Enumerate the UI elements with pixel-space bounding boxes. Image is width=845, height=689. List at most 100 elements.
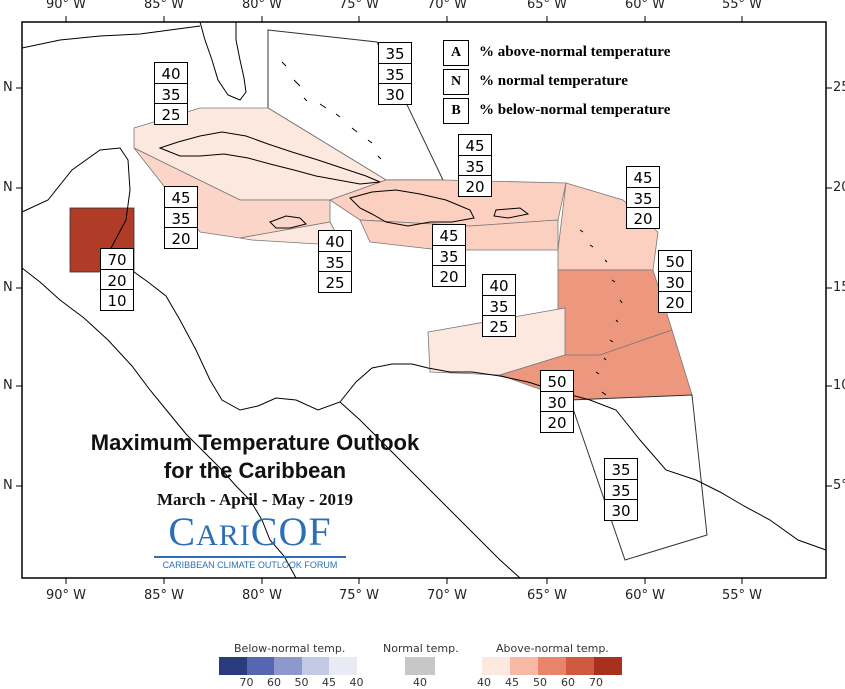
coast-lesser-antilles (579, 229, 623, 396)
prob-below: 25 (318, 271, 352, 294)
prob-above: 35 (604, 458, 638, 481)
legend-below-swatch (329, 657, 357, 675)
coast-hispaniola (349, 189, 475, 227)
coast-gulf (21, 25, 201, 49)
lon-label: 85° W (143, 0, 185, 12)
key-letter: A (443, 40, 469, 66)
coast-bahamas (281, 61, 382, 160)
zone-windward-probabilities: 50 30 20 (658, 250, 692, 314)
legend-above-label: Above-normal temp. (496, 642, 609, 655)
lat-label: N (3, 280, 13, 295)
logo-letters: COF (250, 509, 332, 554)
legend-below-label: Below-normal temp. (234, 642, 346, 655)
zone-hispaniola-pr-probabilities: 45 35 20 (458, 134, 492, 198)
lon-ticks (16, 16, 832, 584)
coast-yucatan (21, 147, 827, 551)
prob-above: 35 (378, 42, 412, 65)
coast-cuba (158, 131, 381, 185)
prob-below: 20 (458, 175, 492, 198)
prob-below: 20 (164, 227, 198, 250)
prob-normal: 35 (458, 154, 492, 177)
legend-below-swatch (219, 657, 247, 675)
legend-below-tick: 60 (267, 676, 281, 689)
prob-above: 70 (100, 248, 134, 271)
prob-normal: 35 (154, 82, 188, 105)
zone-bahamas-probabilities: 35 35 30 (378, 42, 412, 106)
lon-label: 65° W (526, 0, 568, 12)
caricof-logo: CARICOF CARIBBEAN CLIMATE OUTLOOK FORUM (150, 512, 350, 570)
zone-jamaica-south-probabilities: 40 35 25 (318, 230, 352, 294)
lon-label: 55° W (721, 588, 763, 603)
legend-above-swatch (594, 657, 622, 675)
prob-normal: 20 (100, 268, 134, 291)
key-text: % below-normal temperature (479, 102, 671, 118)
coastlines (21, 21, 827, 579)
lon-label: 85° W (143, 588, 185, 603)
lat-label: N (3, 180, 13, 195)
prob-below: 30 (378, 83, 412, 106)
prob-below: 30 (604, 499, 638, 522)
prob-normal: 35 (164, 206, 198, 229)
prob-above: 45 (458, 134, 492, 157)
lat-label: 20 (833, 180, 845, 195)
prob-normal: 35 (378, 62, 412, 85)
prob-normal: 35 (626, 186, 660, 209)
legend-below-swatch (301, 657, 329, 675)
prob-normal: 35 (604, 478, 638, 501)
prob-below: 20 (626, 207, 660, 230)
legend-normal-swatch (405, 657, 435, 675)
prob-above: 45 (432, 224, 466, 247)
legend-below-swatch (274, 657, 302, 675)
key-text: % normal temperature (479, 73, 628, 89)
logo-wordmark: CARICOF (150, 512, 350, 556)
prob-above: 45 (626, 166, 660, 189)
coast-pacific (21, 267, 297, 579)
coast-south-america (339, 401, 521, 579)
legend-above-swatch (510, 657, 538, 675)
zone-jamaica-cayman-probabilities: 45 35 20 (164, 186, 198, 250)
lat-label: 15 (833, 280, 845, 295)
lon-label: 65° W (526, 588, 568, 603)
lon-label: 60° W (624, 588, 666, 603)
lat-label: N (3, 478, 13, 493)
prob-normal: 35 (432, 244, 466, 267)
prob-below: 25 (482, 315, 516, 338)
prob-normal: 30 (658, 270, 692, 293)
lat-label: 25 (833, 80, 845, 95)
prob-above: 40 (154, 62, 188, 85)
zone-trinidad-probabilities: 50 30 20 (540, 370, 574, 434)
legend-below-tick: 45 (322, 676, 336, 689)
prob-normal: 30 (540, 390, 574, 413)
lon-label: 80° W (241, 0, 283, 12)
prob-above: 50 (658, 250, 692, 273)
lat-label: 10 (833, 378, 845, 393)
prob-below: 10 (100, 289, 134, 312)
lat-label: N (3, 378, 13, 393)
prob-normal: 35 (318, 250, 352, 273)
map-subtitle: for the Caribbean (163, 458, 347, 483)
prob-above: 50 (540, 370, 574, 393)
legend-above-tick: 50 (533, 676, 547, 689)
lon-label: 75° W (338, 0, 380, 12)
legend-below-swatch (246, 657, 274, 675)
lon-label: 70° W (426, 0, 468, 12)
key-row-above: A % above-normal temperature (443, 40, 713, 69)
legend-above-tick: 45 (505, 676, 519, 689)
legend-above-swatch (482, 657, 510, 675)
legend-normal-label: Normal temp. (383, 642, 459, 655)
logo-subtitle: CARIBBEAN CLIMATE OUTLOOK FORUM (162, 560, 338, 570)
key-row-below: B % below-normal temperature (443, 98, 713, 127)
legend-above-tick: 60 (561, 676, 575, 689)
lon-label: 90° W (45, 0, 87, 12)
lon-label: 90° W (45, 588, 87, 603)
logo-letters: ARI (196, 519, 251, 552)
coast-puerto-rico (493, 207, 530, 219)
legend-above-swatch (538, 657, 566, 675)
lon-label: 60° W (624, 0, 666, 12)
legend-normal-tick: 40 (413, 676, 427, 689)
forecast-zones (69, 29, 708, 561)
legend-below-tick: 50 (294, 676, 309, 689)
legend-above-swatch (566, 657, 594, 675)
key-letter: B (443, 98, 469, 124)
